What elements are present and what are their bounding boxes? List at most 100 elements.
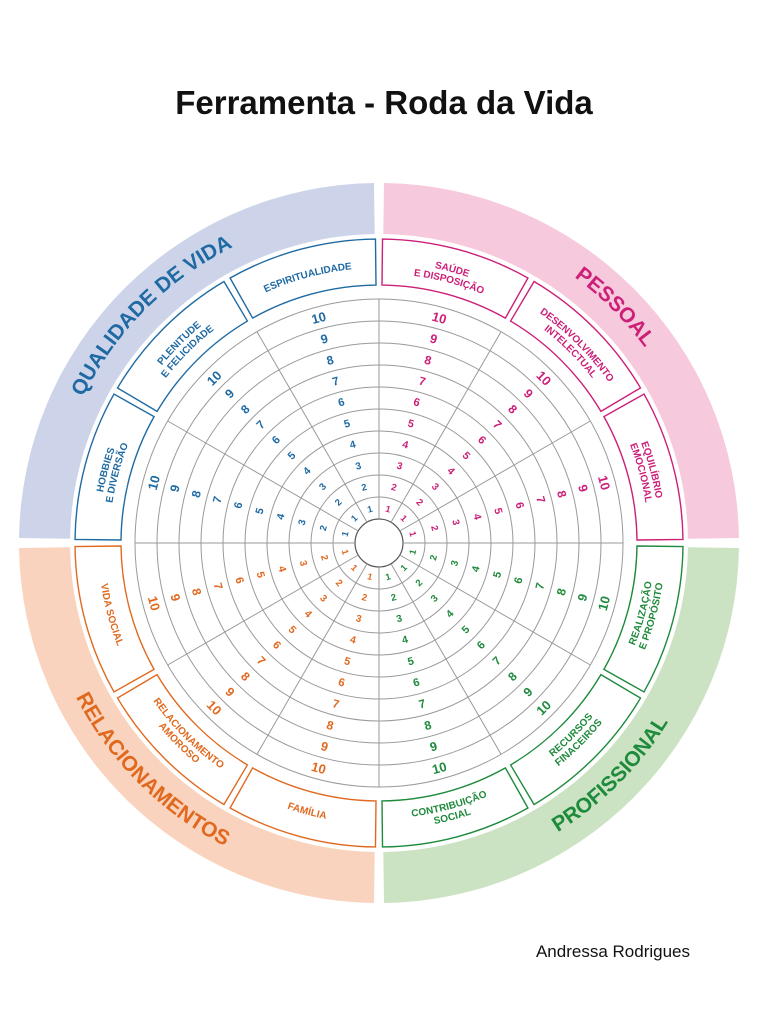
scale-number-espiritualidade: 10 bbox=[310, 309, 328, 327]
scale-number-familia: 10 bbox=[310, 759, 328, 777]
scale-number-familia: 6 bbox=[337, 676, 346, 689]
scale-number-familia: 1 bbox=[366, 571, 373, 582]
scale-number-contribuicao: 3 bbox=[395, 613, 404, 625]
scale-number-equilibrio: 10 bbox=[595, 474, 613, 492]
scale-number-vida_social: 6 bbox=[232, 576, 245, 585]
scale-number-hobbies: 5 bbox=[254, 507, 267, 516]
scale-number-espiritualidade: 2 bbox=[360, 482, 368, 494]
scale-number-saude: 4 bbox=[401, 439, 410, 451]
scale-number-vida_social: 10 bbox=[145, 594, 163, 612]
quadrant-band-qualidade bbox=[19, 183, 375, 539]
scale-number-familia: 8 bbox=[325, 718, 335, 733]
grid-spoke bbox=[390, 331, 502, 523]
scale-number-espiritualidade: 5 bbox=[343, 418, 352, 431]
scale-number-hobbies: 3 bbox=[297, 518, 309, 527]
scale-number-realizacao: 1 bbox=[407, 548, 418, 555]
scale-number-saude: 6 bbox=[412, 396, 421, 409]
area-box-espiritualidade bbox=[229, 238, 377, 320]
scale-number-realizacao: 2 bbox=[428, 554, 440, 562]
scale-number-hobbies: 4 bbox=[275, 512, 287, 521]
scale-number-realizacao: 5 bbox=[491, 570, 504, 579]
scale-number-espiritualidade: 3 bbox=[354, 461, 363, 473]
scale-number-amoroso: 1 bbox=[349, 562, 360, 573]
scale-number-familia: 3 bbox=[354, 613, 363, 625]
scale-number-recursos: 2 bbox=[414, 578, 425, 589]
scale-number-realizacao: 10 bbox=[595, 594, 613, 612]
scale-number-saude: 9 bbox=[428, 332, 438, 347]
scale-number-vida_social: 5 bbox=[254, 570, 267, 579]
quadrant-band-pessoal bbox=[383, 183, 739, 539]
scale-number-saude: 5 bbox=[406, 418, 415, 431]
scale-number-saude: 2 bbox=[390, 482, 398, 494]
scale-number-contribuicao: 2 bbox=[390, 592, 398, 604]
scale-number-contribuicao: 10 bbox=[430, 759, 448, 777]
scale-number-espiritualidade: 4 bbox=[349, 439, 358, 451]
page-title: Ferramenta - Roda da Vida bbox=[175, 84, 593, 121]
scale-number-hobbies: 2 bbox=[318, 524, 330, 532]
scale-number-hobbies: 7 bbox=[211, 495, 225, 505]
scale-number-contribuicao: 1 bbox=[384, 571, 391, 582]
scale-number-hobbies: 6 bbox=[232, 501, 245, 510]
scale-number-equilibrio: 3 bbox=[449, 518, 461, 527]
scale-number-hobbies: 9 bbox=[168, 483, 183, 493]
scale-number-contribuicao: 5 bbox=[406, 655, 415, 668]
scale-number-realizacao: 3 bbox=[449, 559, 461, 568]
scale-number-hobbies: 10 bbox=[145, 474, 163, 492]
scale-number-espiritualidade: 7 bbox=[331, 375, 341, 389]
scale-number-saude: 7 bbox=[417, 375, 427, 389]
area-box-contribuicao bbox=[381, 766, 529, 848]
grid-spoke bbox=[167, 554, 359, 666]
wheel-center bbox=[354, 518, 404, 568]
scale-number-realizacao: 4 bbox=[471, 565, 483, 574]
scale-number-desenvolvimento: 1 bbox=[398, 513, 409, 524]
area-box-equilibrio bbox=[602, 393, 684, 541]
scale-number-familia: 2 bbox=[360, 592, 368, 604]
area-box-desenvolvimento bbox=[509, 280, 642, 413]
area-box-amoroso bbox=[116, 673, 249, 806]
scale-number-saude: 3 bbox=[395, 461, 404, 473]
scale-number-contribuicao: 4 bbox=[401, 634, 410, 646]
area-box-saude bbox=[381, 238, 529, 320]
area-box-plenitude bbox=[116, 280, 249, 413]
scale-number-equilibrio: 5 bbox=[491, 507, 504, 516]
scale-number-familia: 9 bbox=[319, 739, 329, 754]
scale-number-realizacao: 8 bbox=[554, 587, 569, 597]
grid-spoke bbox=[399, 554, 591, 666]
area-box-vida_social bbox=[74, 545, 156, 693]
scale-number-equilibrio: 6 bbox=[512, 501, 525, 510]
scale-number-familia: 4 bbox=[349, 635, 358, 647]
scale-number-vida_social: 9 bbox=[168, 592, 183, 602]
area-box-recursos bbox=[509, 673, 642, 806]
scale-number-equilibrio: 8 bbox=[554, 489, 569, 499]
scale-number-amoroso: 2 bbox=[333, 578, 344, 589]
grid-spoke bbox=[256, 331, 368, 523]
scale-number-equilibrio: 1 bbox=[407, 530, 418, 537]
scale-number-vida_social: 3 bbox=[297, 559, 309, 568]
scale-number-vida_social: 7 bbox=[211, 581, 225, 591]
scale-number-equilibrio: 7 bbox=[533, 495, 547, 505]
scale-number-contribuicao: 8 bbox=[423, 718, 433, 733]
scale-number-vida_social: 2 bbox=[318, 554, 330, 562]
area-box-familia bbox=[229, 766, 377, 848]
scale-number-saude: 1 bbox=[384, 504, 391, 515]
scale-number-saude: 8 bbox=[423, 353, 433, 368]
scale-number-contribuicao: 6 bbox=[412, 676, 421, 689]
author-name: Andressa Rodrigues bbox=[535, 942, 690, 961]
area-box-hobbies bbox=[74, 393, 156, 541]
scale-number-plenitude: 2 bbox=[333, 497, 344, 508]
area-box-realizacao bbox=[602, 545, 684, 693]
scale-number-equilibrio: 4 bbox=[471, 513, 483, 522]
scale-number-espiritualidade: 8 bbox=[325, 353, 335, 368]
scale-number-espiritualidade: 9 bbox=[319, 332, 329, 347]
grid-spoke bbox=[390, 563, 502, 755]
scale-number-realizacao: 7 bbox=[533, 581, 547, 591]
scale-number-equilibrio: 2 bbox=[428, 524, 440, 532]
scale-number-familia: 7 bbox=[331, 697, 341, 711]
grid-spoke bbox=[256, 563, 368, 755]
grid-spoke bbox=[167, 420, 359, 532]
scale-number-vida_social: 1 bbox=[340, 548, 351, 555]
scale-number-hobbies: 8 bbox=[189, 489, 204, 499]
scale-number-vida_social: 4 bbox=[275, 565, 287, 574]
grid-spoke bbox=[399, 420, 591, 532]
